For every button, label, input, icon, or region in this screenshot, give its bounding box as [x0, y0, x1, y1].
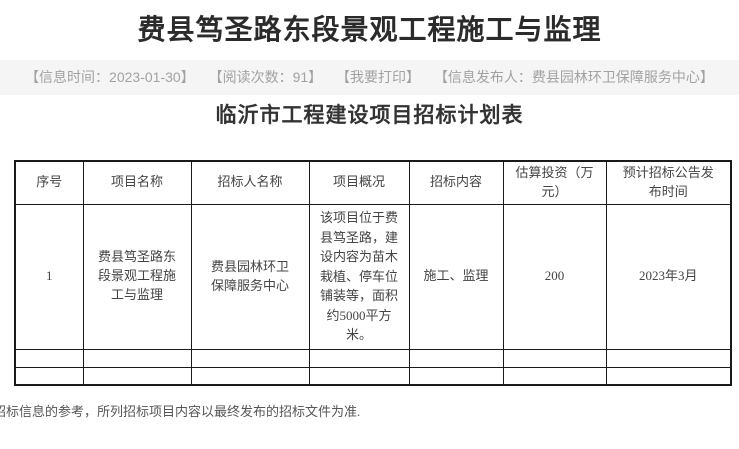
read-count-label: 【阅读次数：91】 [208, 69, 323, 85]
header-seq: 序号 [14, 160, 84, 205]
cell-overview: 该项目位于费县笃圣路，建设内容为苗木栽植、停车位铺装等，面积约5000平方米。 [308, 203, 410, 350]
empty-row [14, 348, 732, 368]
info-bar: 【信息时间：2023-01-30】 【阅读次数：91】 【我要打印】 【信息发布… [0, 60, 739, 95]
table-header-row: 序号 项目名称 招标人名称 项目概况 招标内容 估算投资（万元） 预计招标公告发… [14, 160, 732, 205]
footer-note: 招标信息的参考，所列招标项目内容以最终发布的招标文件为准. [0, 404, 361, 419]
print-link[interactable]: 【我要打印】 [336, 69, 421, 85]
publisher-label: 【信息发布人：费县园林环卫保障服务中心】 [433, 69, 714, 85]
header-announce-time: 预计招标公告发布时间 [605, 160, 732, 205]
table-title: 临沂市工程建设项目招标计划表 [215, 103, 524, 127]
header-investment: 估算投资（万元） [502, 160, 607, 205]
cell-project-name: 费县笃圣路东段景观工程施工与监理 [82, 203, 192, 350]
empty-row [14, 366, 732, 386]
cell-investment: 200 [502, 203, 607, 350]
bidding-plan-table: 序号 项目名称 招标人名称 项目概况 招标内容 估算投资（万元） 预计招标公告发… [14, 160, 732, 387]
header-bid-content: 招标内容 [408, 160, 504, 205]
header-project-name: 项目名称 [82, 160, 192, 205]
cell-seq: 1 [14, 203, 84, 350]
table-row: 1 费县笃圣路东段景观工程施工与监理 费县园林环卫保障服务中心 该项目位于费县笃… [14, 203, 732, 350]
cell-bid-content: 施工、监理 [408, 203, 504, 350]
page-title: 费县笃圣路东段景观工程施工与监理 [137, 14, 602, 45]
header-tenderer: 招标人名称 [190, 160, 310, 205]
header-overview: 项目概况 [308, 160, 410, 205]
info-time-label: 【信息时间：2023-01-30】 [25, 69, 195, 85]
cell-tenderer: 费县园林环卫保障服务中心 [190, 203, 310, 350]
cell-announce-time: 2023年3月 [605, 203, 732, 350]
